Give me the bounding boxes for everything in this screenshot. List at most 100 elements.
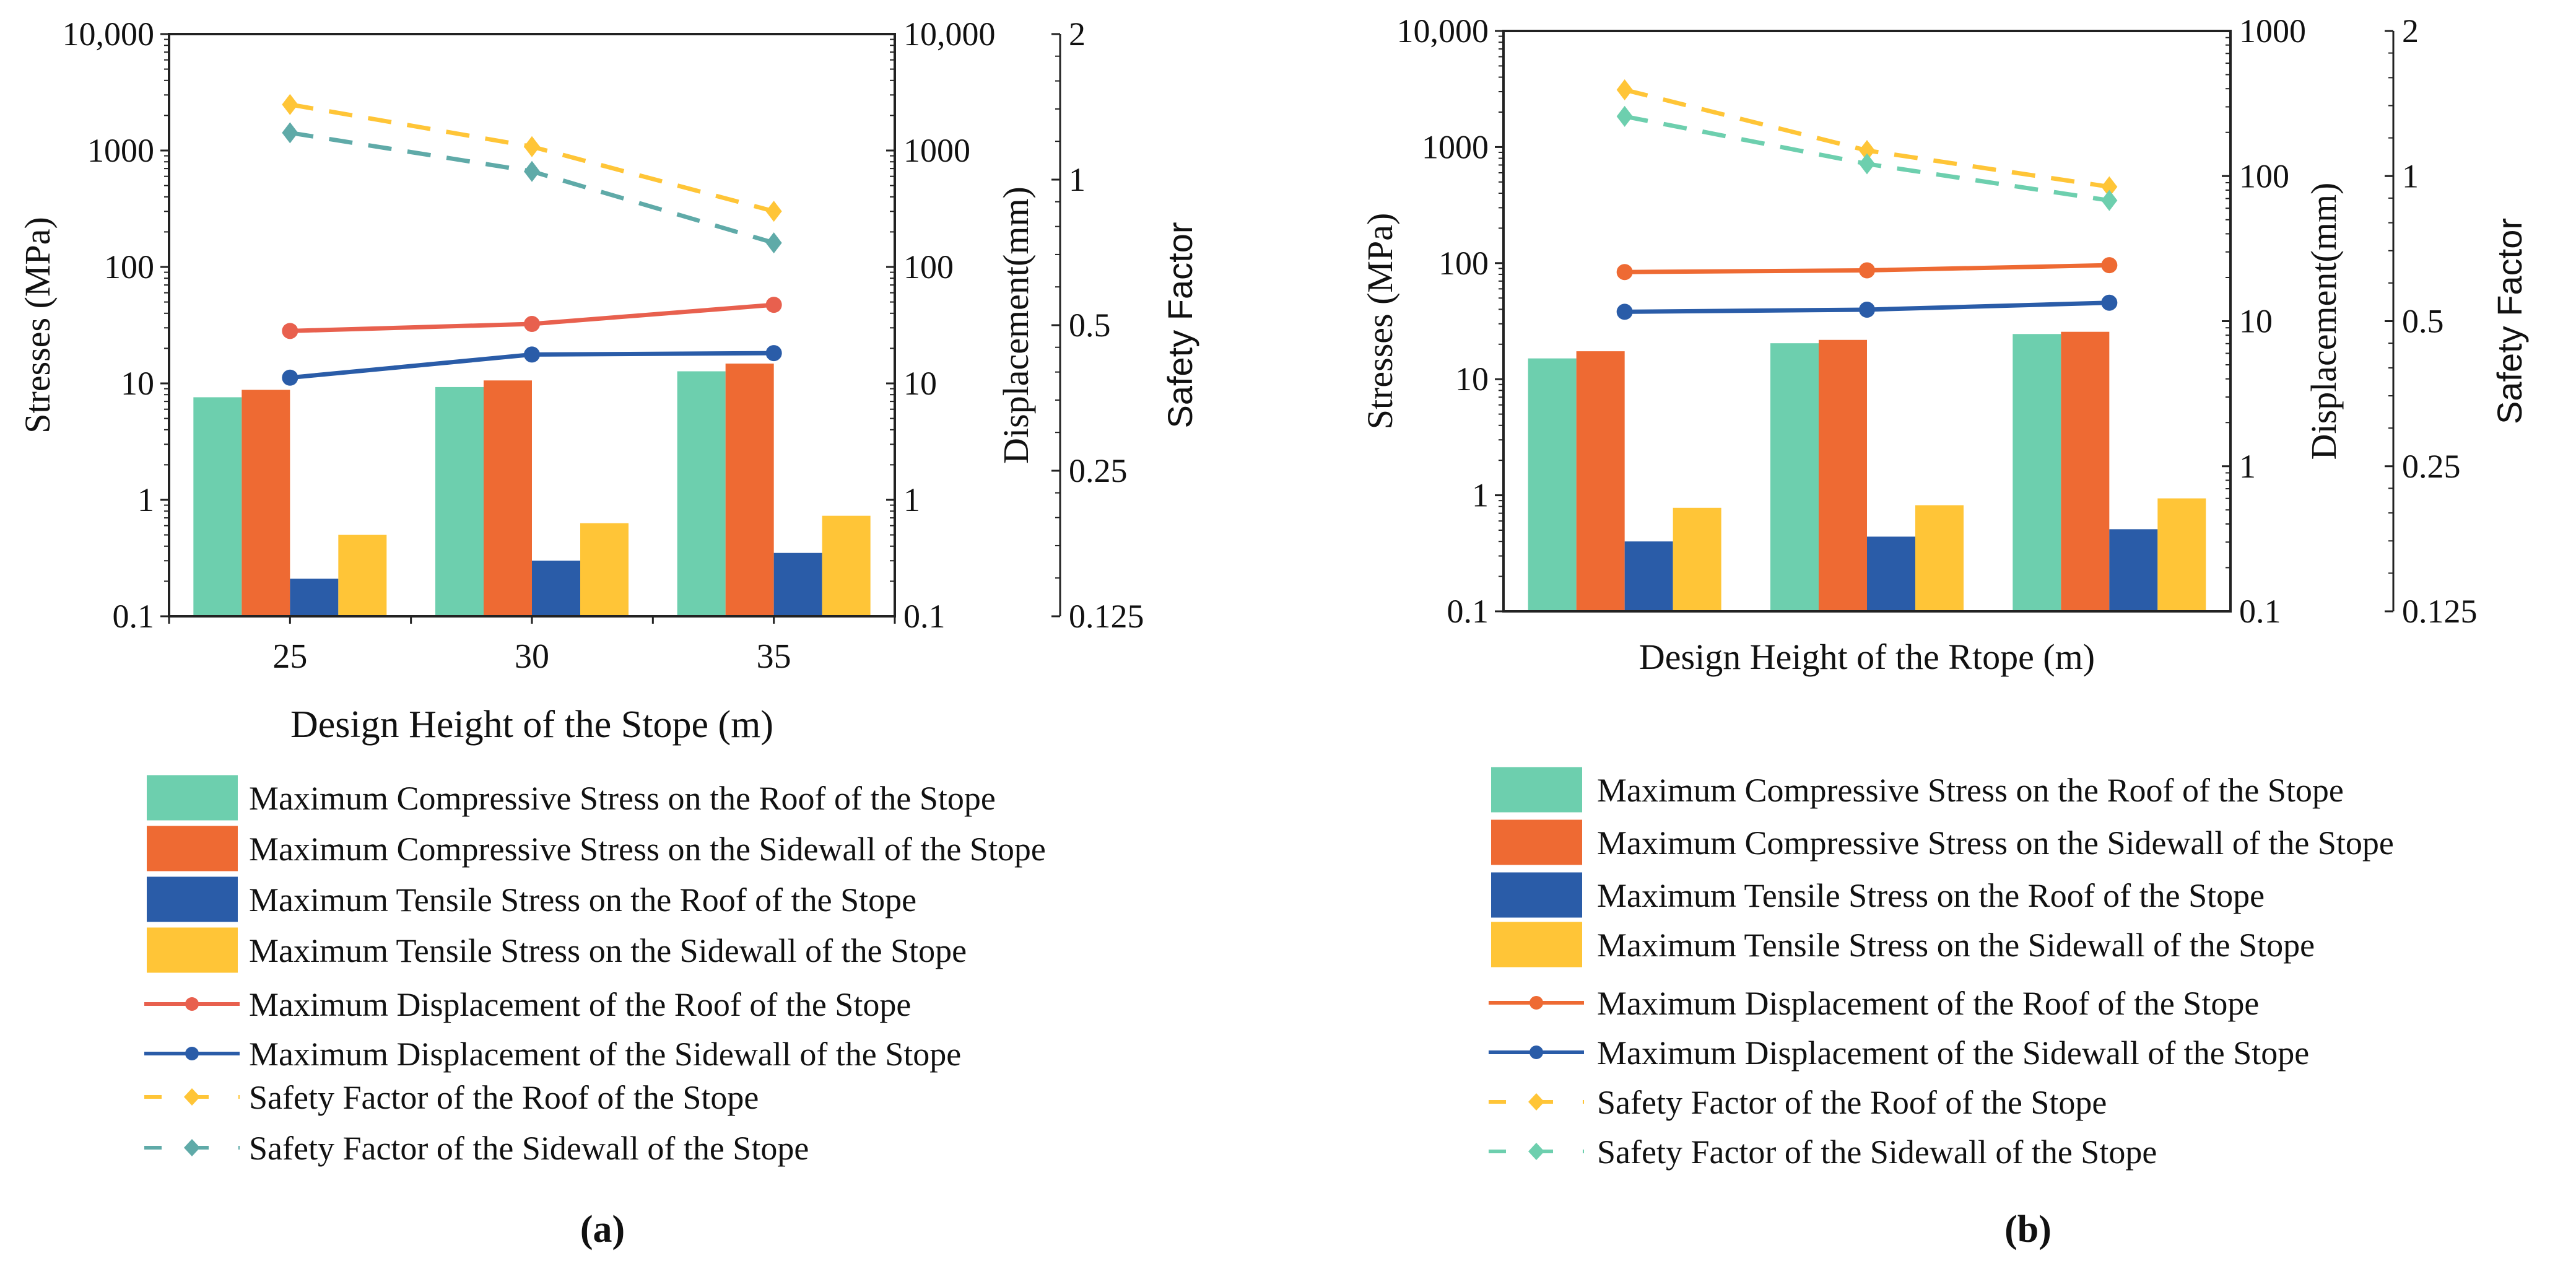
marker-6-1 [524,136,540,157]
marker-7-1 [524,160,540,182]
legend-marker [185,997,199,1011]
marker-4-1 [1859,262,1875,279]
marker-6-2 [765,201,782,222]
bar-0-2 [2012,334,2061,611]
legend-swatch [1491,872,1582,918]
marker-7-2 [765,232,782,254]
marker-5-2 [2101,294,2118,311]
legend-item: Maximum Displacement of the Sidewall of … [1489,1034,2309,1072]
x-axis-title: Design Height of the Stope (m) [290,704,773,746]
legend-label: Maximum Displacement of the Sidewall of … [1597,1034,2309,1072]
y-tick-label: 1 [1472,477,1489,514]
y-tick-label: 0.1 [1447,593,1489,630]
y3-tick-label: 0.125 [1069,598,1144,635]
bar-3-1 [1915,505,1964,611]
y-tick-label: 1000 [87,132,154,169]
y-tick-label: 1000 [1422,128,1489,165]
y-tick-label: 100 [104,248,154,286]
x-axis-title: Design Height of the Rtope (m) [1639,637,2095,677]
bar-2-0 [1624,541,1673,611]
bar-1-0 [1576,351,1625,611]
legend-swatch [1491,767,1582,813]
y2-tick-label: 1 [903,481,920,518]
legend-item: Maximum Tensile Stress on the Sidewall o… [147,927,967,973]
marker-5-0 [1616,303,1633,320]
y-tick-label: 100 [1438,245,1489,282]
legend-label: Maximum Displacement of the Roof of the … [249,986,911,1023]
bar-0-0 [1528,358,1577,611]
marker-6-0 [1616,79,1633,100]
bar-3-1 [580,523,629,616]
legend-label: Maximum Displacement of the Sidewall of … [249,1036,961,1073]
y-tick-label: 10 [1455,360,1489,398]
legend-item: Safety Factor of the Sidewall of the Sto… [1489,1133,2157,1171]
marker-6-2 [2101,176,2118,198]
y-tick-label: 10 [121,365,154,402]
panel-label: (a) [580,1208,625,1251]
legend-label: Safety Factor of the Sidewall of the Sto… [1597,1133,2157,1171]
marker-7-0 [282,122,298,144]
bar-2-2 [2109,529,2158,611]
y2-tick-label: 1 [2239,448,2256,485]
marker-5-0 [282,369,298,386]
chart-panel-a: 0.1 1 10 100 1000 10,000 0.1 1 10 100 1000 10,000 0.… [17,15,1199,1251]
legend-label: Maximum Tensile Stress on the Sidewall o… [1597,927,2315,964]
y2-tick-label: 100 [903,248,954,286]
bar-0-1 [435,386,484,616]
bar-2-1 [532,561,580,616]
legend-marker [1530,1046,1543,1059]
legend-item: Safety Factor of the Roof of the Stope [1489,1084,2107,1121]
legend-swatch [147,876,238,922]
y2-tick-label: 10 [2239,303,2273,340]
legend-swatch [1491,819,1582,865]
legend-marker [1528,1143,1544,1160]
y2-tick-label: 0.1 [2239,593,2281,630]
legend-item: Maximum Tensile Stress on the Roof of th… [147,876,916,922]
legend-swatch [147,927,238,973]
legend-marker [1530,996,1543,1010]
legend-swatch [1491,922,1582,967]
y2-tick-label: 0.1 [903,598,946,635]
legend-item: Maximum Tensile Stress on the Sidewall o… [1491,922,2315,967]
bar-3-2 [2157,498,2206,611]
legend-item: Maximum Compressive Stress on the Sidewa… [147,826,1046,871]
bar-1-0 [242,390,290,616]
legend-label: Maximum Compressive Stress on the Sidewa… [249,831,1046,868]
legend-item: Maximum Displacement of the Sidewall of … [144,1036,961,1073]
x-tick-label: 35 [757,637,791,676]
y3-tick-label: 2 [1069,15,1086,53]
marker-4-2 [765,297,782,313]
bar-2-1 [1867,536,1915,611]
legend-item: Maximum Displacement of the Roof of the … [1489,985,2259,1022]
bar-1-1 [484,380,532,616]
bar-0-1 [1770,343,1819,611]
y2-axis-title: Displacement(mm) [2304,183,2344,460]
y3-tick-label: 0.5 [2402,303,2444,340]
y-tick-label: 10,000 [63,15,155,53]
marker-4-0 [282,323,298,339]
y2-tick-label: 1000 [903,132,970,169]
legend-label: Maximum Compressive Stress on the Roof o… [1597,772,2344,809]
bar-3-0 [338,535,387,616]
legend-label: Safety Factor of the Roof of the Stope [249,1079,759,1116]
y3-tick-label: 0.125 [2402,593,2478,630]
marker-6-0 [282,94,298,115]
legend-item: Maximum Compressive Stress on the Roof o… [1491,767,2344,813]
legend-swatch [147,826,238,871]
legend-item: Maximum Tensile Stress on the Roof of th… [1491,872,2265,918]
bar-1-2 [725,363,774,616]
x-tick-label: 30 [515,637,549,676]
legend-label: Safety Factor of the Sidewall of the Sto… [249,1130,809,1167]
y3-tick-label: 0.5 [1069,307,1111,344]
bar-0-0 [193,397,242,616]
y-axis-title: Stresses (MPa) [1360,213,1400,430]
marker-7-0 [1616,105,1633,127]
legend-label: Maximum Displacement of the Roof of the … [1597,985,2259,1022]
legend: Maximum Compressive Stress on the Roof o… [144,775,1046,1167]
marker-6-1 [1859,139,1875,161]
marker-4-2 [2101,257,2118,274]
series-line-6 [289,102,775,214]
y2-axis-title: Displacement(mm) [996,186,1036,464]
legend-item: Maximum Compressive Stress on the Roof o… [147,775,996,821]
y3-tick-label: 1 [1069,161,1086,198]
